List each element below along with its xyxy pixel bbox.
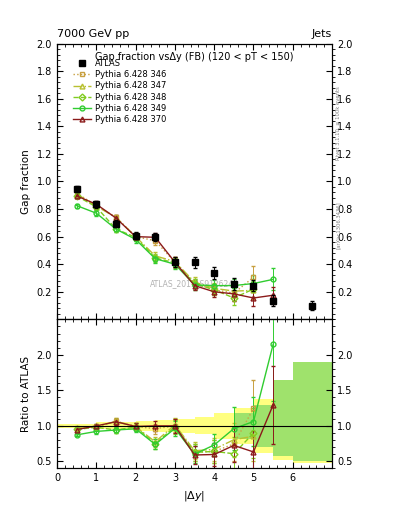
Text: 7000 GeV pp: 7000 GeV pp <box>57 29 129 39</box>
Legend: ATLAS, Pythia 6.428 346, Pythia 6.428 347, Pythia 6.428 348, Pythia 6.428 349, P: ATLAS, Pythia 6.428 346, Pythia 6.428 34… <box>70 56 170 127</box>
Text: Rivet 3.1.10, ≥ 100k events: Rivet 3.1.10, ≥ 100k events <box>336 86 341 160</box>
Y-axis label: Ratio to ATLAS: Ratio to ATLAS <box>21 356 31 432</box>
Text: Jets: Jets <box>312 29 332 39</box>
Y-axis label: Gap fraction: Gap fraction <box>21 149 31 214</box>
Text: ATLAS_2011_S9126244: ATLAS_2011_S9126244 <box>150 279 239 288</box>
X-axis label: $|\Delta y|$: $|\Delta y|$ <box>184 489 206 503</box>
Text: [arXiv:1306.3436]: [arXiv:1306.3436] <box>336 201 341 249</box>
Text: Gap fraction vsΔy (FB) (120 < pT < 150): Gap fraction vsΔy (FB) (120 < pT < 150) <box>95 52 294 62</box>
